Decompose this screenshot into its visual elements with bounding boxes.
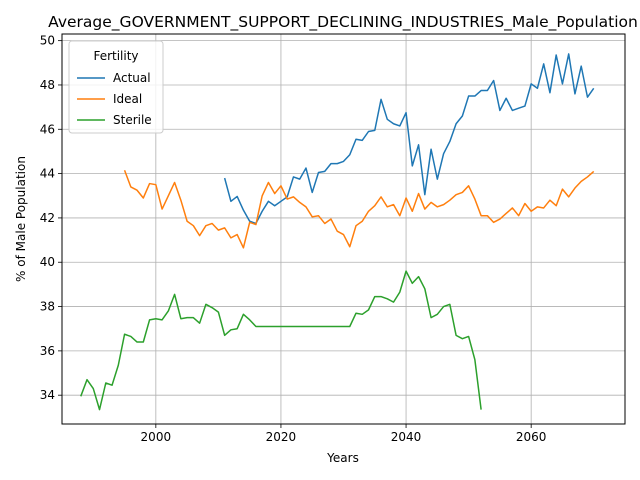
x-tick-label: 2040 <box>391 430 422 444</box>
series-lines <box>80 53 595 411</box>
legend-title: Fertility <box>93 49 138 63</box>
series-line-sterile <box>80 270 482 411</box>
chart-title: Average_GOVERNMENT_SUPPORT_DECLINING_IND… <box>48 13 638 32</box>
legend-label: Sterile <box>113 113 152 127</box>
legend-label: Ideal <box>113 92 142 106</box>
legend: Fertility Actual Ideal Sterile <box>68 40 164 134</box>
y-tick-label: 36 <box>40 344 55 358</box>
y-tick-label: 44 <box>40 167 55 181</box>
y-axis-label: % of Male Population <box>14 156 28 282</box>
axes-frame <box>61 33 626 425</box>
x-axis-label: Years <box>326 451 359 465</box>
axis-ticks: 2000 2020 2040 2060 34 36 38 40 42 44 46 48 50 <box>40 34 547 444</box>
y-tick-label: 42 <box>40 211 55 225</box>
x-tick-label: 2060 <box>516 430 547 444</box>
x-tick-label: 2000 <box>141 430 172 444</box>
y-tick-label: 38 <box>40 300 55 314</box>
y-tick-label: 48 <box>40 78 55 92</box>
y-tick-label: 46 <box>40 122 55 136</box>
series-line-ideal <box>123 170 595 249</box>
legend-label: Actual <box>113 71 151 85</box>
grid <box>62 34 625 424</box>
y-tick-label: 34 <box>40 388 55 402</box>
legend-box <box>68 40 164 134</box>
y-tick-label: 40 <box>40 255 55 269</box>
x-tick-label: 2020 <box>266 430 297 444</box>
y-tick-label: 50 <box>40 34 55 48</box>
